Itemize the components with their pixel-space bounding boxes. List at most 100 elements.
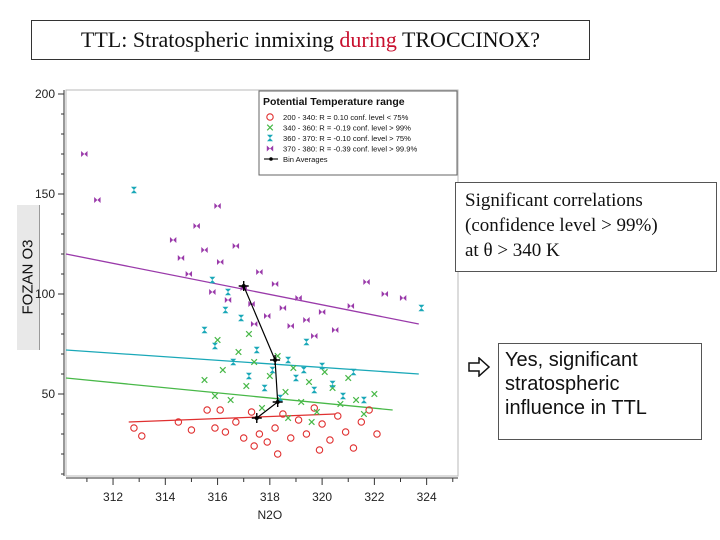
data-point-series-4 (94, 197, 101, 203)
bin-average-line (243, 285, 279, 419)
data-point-series-2 (274, 352, 281, 360)
data-point-series-4 (279, 305, 287, 311)
data-point-series-4 (177, 255, 185, 261)
data-point-series-1 (357, 418, 366, 426)
data-point-series-3 (285, 356, 292, 364)
y-axis-label-box (17, 205, 40, 350)
data-point-series-3 (253, 346, 260, 354)
legend-entry: 360 - 370: R = -0.10 conf. level > 75% (283, 134, 411, 143)
data-point-series-1 (315, 446, 324, 454)
data-point-series-4 (224, 297, 232, 303)
data-point-series-2 (258, 404, 266, 412)
x-tick-label: 324 (417, 490, 437, 504)
data-point-series-2 (227, 396, 234, 404)
data-point-series-4 (232, 243, 240, 249)
y-tick-label: 200 (35, 87, 55, 101)
data-point-series-2 (214, 336, 221, 344)
data-point-series-4 (185, 271, 193, 277)
data-point-series-4 (347, 303, 355, 309)
y-tick-label: 100 (35, 287, 55, 301)
data-point-series-3 (360, 396, 367, 404)
data-point-series-3 (303, 338, 310, 346)
data-point-series-3 (418, 304, 425, 312)
bin-average-point (273, 358, 278, 362)
data-point-series-2 (371, 390, 378, 398)
data-point-series-2 (360, 410, 368, 418)
data-point-series-4 (295, 295, 302, 301)
data-point-series-3 (329, 380, 336, 388)
data-point-series-2 (243, 382, 250, 390)
data-point-series-2 (282, 388, 289, 396)
data-point-series-4 (256, 269, 263, 275)
legend-entry: Bin Averages (283, 155, 328, 164)
data-point-series-3 (350, 368, 357, 376)
data-point-series-1 (174, 418, 183, 426)
data-point-series-2 (345, 374, 352, 382)
data-point-series-2 (219, 366, 227, 374)
data-point-series-1 (326, 436, 334, 444)
conclusion-line: Yes, significant (505, 349, 638, 371)
x-axis-label: N2O (257, 508, 282, 522)
data-point-series-3 (311, 386, 318, 394)
data-point-series-2 (211, 392, 219, 400)
data-point-series-3 (238, 314, 245, 322)
data-point-series-1 (365, 406, 373, 414)
x-tick-label: 316 (208, 490, 228, 504)
fit-line-series-2 (65, 377, 393, 411)
data-point-series-4 (287, 323, 294, 329)
data-point-series-1 (239, 434, 248, 442)
data-point-series-1 (130, 424, 138, 432)
legend-title: Potential Temperature range (263, 96, 405, 108)
bin-average-point (275, 400, 280, 404)
data-point-series-4 (201, 247, 208, 253)
data-point-series-4 (81, 151, 88, 157)
data-point-series-1 (138, 432, 146, 440)
data-point-series-3 (319, 362, 326, 370)
data-point-series-1 (250, 442, 258, 450)
data-point-series-2 (266, 372, 274, 380)
data-point-series-4 (311, 333, 318, 339)
data-point-series-3 (277, 394, 284, 402)
conclusion-line: influence in TTL (505, 397, 647, 419)
legend-swatch (266, 145, 274, 152)
data-point-series-1 (286, 434, 295, 442)
data-point-series-3 (211, 342, 218, 350)
bin-average-point (254, 416, 259, 420)
data-point-series-1 (255, 430, 264, 438)
data-point-series-1 (318, 420, 326, 428)
data-point-series-1 (294, 416, 303, 424)
data-point-series-1 (310, 404, 319, 412)
fit-line-series-3 (65, 349, 419, 375)
y-tick-label: 150 (35, 187, 55, 201)
data-point-series-2 (245, 330, 253, 338)
data-point-series-3 (225, 288, 232, 296)
data-point-series-4 (271, 281, 279, 287)
data-point-series-4 (318, 309, 326, 315)
legend-swatch (266, 113, 274, 121)
data-point-series-1 (216, 406, 224, 414)
data-point-series-2 (337, 400, 344, 408)
data-point-series-4 (169, 237, 177, 243)
data-point-series-1 (373, 430, 381, 438)
note-line: Significant correlations (465, 190, 643, 211)
data-point-series-1 (302, 430, 311, 438)
data-point-series-2 (250, 358, 258, 366)
legend-swatch (269, 157, 273, 161)
data-point-series-4 (209, 289, 216, 295)
data-point-series-1 (211, 424, 219, 432)
data-point-series-1 (271, 424, 279, 432)
x-tick-label: 318 (260, 490, 280, 504)
data-point-series-2 (297, 398, 305, 406)
conclusion-line: stratospheric (505, 373, 620, 395)
data-point-series-3 (300, 366, 307, 374)
data-point-series-4 (216, 259, 224, 265)
data-point-series-2 (352, 396, 360, 404)
legend-box (258, 90, 458, 176)
data-point-series-1 (247, 408, 256, 416)
legend-swatch (266, 124, 274, 131)
legend-swatch (267, 134, 273, 142)
data-point-series-3 (230, 358, 237, 366)
x-tick-label: 314 (155, 490, 175, 504)
legend-entry: 340 - 360: R = -0.19 conf. level > 99% (283, 124, 411, 133)
